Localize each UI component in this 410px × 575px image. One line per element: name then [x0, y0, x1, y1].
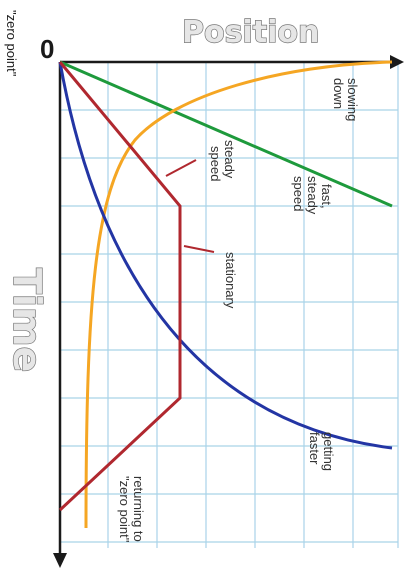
position-axis-title: Position [182, 15, 319, 50]
time-axis-title: Time [5, 268, 49, 372]
fast-steady-speed-line [59, 60, 393, 208]
steady-stationary-return-line [58, 61, 182, 512]
svg-text:steady: steady [222, 140, 237, 179]
steady-speed-pointer [165, 159, 197, 177]
origin-note: "zero point" [4, 10, 19, 77]
svg-text:"zero point": "zero point" [117, 476, 132, 543]
getting-faster-curve [58, 61, 393, 450]
returning-label: returning to "zero point" [117, 476, 146, 543]
time-axis-arrow-icon [53, 553, 67, 568]
svg-text:speed: speed [208, 146, 223, 181]
fast-steady-speed-label: fast, steady speed [291, 176, 334, 215]
slowing-down-label: slowing down [331, 78, 360, 121]
stationary-pointer [183, 245, 215, 253]
svg-text:steady: steady [305, 176, 320, 215]
svg-text:returning to: returning to [131, 476, 146, 542]
stationary-label: stationary [223, 252, 238, 309]
axes [53, 55, 404, 568]
svg-text:fast,: fast, [319, 184, 334, 209]
grid [60, 62, 399, 548]
svg-text:speed: speed [291, 176, 306, 211]
origin-label: 0 [40, 34, 54, 64]
slowing-down-curve [84, 60, 393, 529]
svg-text:down: down [331, 78, 346, 109]
getting-faster-label: getting faster [307, 432, 336, 471]
svg-text:slowing: slowing [345, 78, 360, 121]
position-axis-arrow-icon [390, 55, 404, 69]
svg-text:faster: faster [307, 432, 322, 465]
steady-speed-label: steady speed [208, 140, 237, 181]
svg-text:getting: getting [321, 432, 336, 471]
